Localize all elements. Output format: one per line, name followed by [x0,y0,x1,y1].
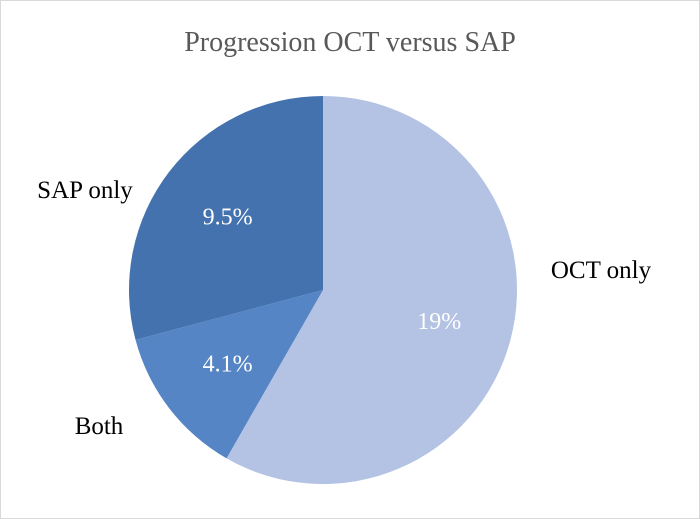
data-label-sap-only: 9.5% [203,205,253,231]
category-label-sap-only: SAP only [37,177,133,204]
category-label-oct-only: OCT only [551,257,652,284]
category-label-both: Both [75,413,124,440]
pie-slice-both [135,290,323,459]
pie-slice-sap-only [128,96,323,340]
pie-slice-oct-only [226,96,518,485]
chart-title: Progression OCT versus SAP [184,27,516,58]
data-label-oct-only: 19% [417,309,461,335]
data-label-both: 4.1% [203,351,253,377]
